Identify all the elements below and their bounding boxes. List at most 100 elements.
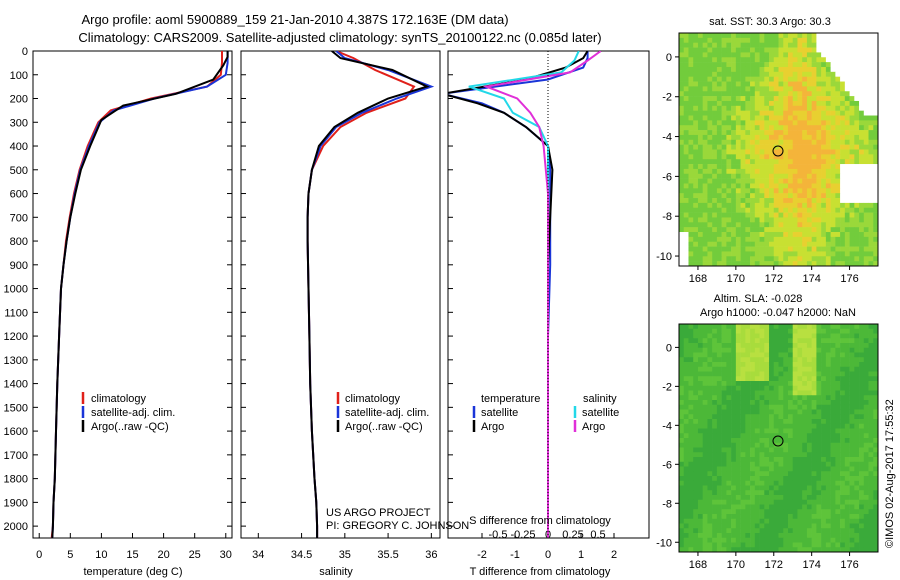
pi-credit: PI: GREGORY C. JOHNSON — [326, 520, 469, 532]
map-cell — [797, 428, 803, 434]
map-cell — [854, 173, 860, 179]
map-cell — [863, 328, 869, 334]
map-cell — [712, 159, 718, 165]
map-cell — [735, 222, 741, 228]
map-cell — [797, 241, 803, 247]
map-cell — [802, 100, 808, 107]
map-cell — [754, 395, 760, 401]
map-cell — [754, 328, 760, 334]
map-cell — [745, 91, 751, 97]
map-cell — [740, 428, 746, 434]
map-cell — [802, 504, 808, 510]
map-cell — [873, 514, 879, 520]
map-cell — [863, 236, 869, 243]
map-cell — [797, 62, 803, 68]
map-cell — [787, 57, 794, 63]
map-cell — [688, 115, 694, 121]
map-cell — [688, 533, 694, 539]
map-cell — [721, 466, 727, 472]
map-cell — [792, 533, 798, 539]
map-cell — [707, 333, 713, 339]
map-cell — [745, 385, 751, 391]
map-cell — [802, 183, 808, 189]
map-cell — [830, 523, 836, 529]
map-cell — [745, 57, 751, 63]
map-cell — [759, 100, 765, 107]
map-cell — [868, 183, 874, 189]
map-cell — [816, 217, 822, 223]
map-cell — [697, 400, 703, 406]
map-cell — [821, 395, 827, 401]
map-cell — [679, 134, 685, 141]
map-cell — [750, 66, 756, 73]
map-cell — [835, 125, 841, 131]
map-cell — [754, 183, 760, 189]
map-cell — [849, 352, 855, 358]
map-cell — [745, 81, 751, 87]
map-cell — [702, 149, 708, 155]
map-cell — [811, 523, 817, 529]
map-cell — [859, 528, 865, 534]
map-cell — [811, 173, 817, 179]
map-cell — [769, 447, 775, 453]
map-cell — [835, 168, 841, 175]
map-cell — [835, 381, 841, 387]
map-cell — [688, 154, 694, 160]
map-cell — [778, 466, 784, 472]
map-cell — [740, 442, 746, 448]
map-cell — [873, 352, 879, 358]
map-cell — [740, 125, 746, 131]
map-cell — [802, 71, 808, 77]
map-cell — [679, 91, 685, 97]
map-cell — [750, 222, 756, 228]
map-cell — [830, 324, 836, 330]
depth-tick-label: 1600 — [4, 426, 28, 438]
map-cell — [721, 428, 727, 434]
map-cell — [764, 202, 770, 209]
map-cell — [840, 324, 846, 330]
depth-tick-label: 1800 — [4, 474, 28, 486]
map-cell — [712, 183, 718, 189]
map-cell — [863, 183, 869, 189]
map-cell — [844, 485, 850, 491]
map-cell — [778, 120, 784, 126]
map-cell — [769, 81, 775, 87]
map-cell — [792, 428, 798, 434]
map-cell — [859, 81, 865, 87]
map-cell — [849, 62, 855, 68]
map-cell — [830, 499, 836, 505]
map-cell — [787, 66, 794, 73]
map-cell — [840, 66, 846, 73]
map-cell — [740, 547, 746, 553]
map-cell — [712, 461, 718, 467]
map-cell — [821, 178, 827, 184]
map-cell — [716, 461, 722, 467]
map-cell — [778, 168, 784, 175]
map-cell — [716, 144, 722, 150]
map-cell — [825, 188, 831, 194]
map-cell — [792, 207, 798, 213]
map-cell — [778, 251, 784, 257]
map-cell — [735, 212, 741, 218]
map-cell — [679, 173, 685, 179]
map-cell — [844, 251, 850, 257]
map-cell — [825, 390, 831, 396]
map-cell — [693, 188, 699, 194]
map-cell — [683, 91, 689, 97]
map-cell — [769, 222, 775, 228]
map-cell — [731, 466, 737, 472]
map-cell — [683, 447, 689, 453]
map-cell — [759, 120, 765, 126]
map-cell — [787, 110, 794, 116]
map-cell — [806, 457, 812, 463]
map-cell — [693, 256, 699, 262]
sst-map-frame — [678, 32, 879, 267]
map-cell — [773, 217, 779, 223]
map-cell — [787, 115, 794, 121]
map-cell — [750, 256, 756, 262]
map-cell — [740, 52, 746, 58]
map-cell — [868, 173, 874, 179]
map-cell — [797, 105, 803, 111]
map-cell — [759, 37, 765, 43]
map-cell — [792, 86, 798, 92]
